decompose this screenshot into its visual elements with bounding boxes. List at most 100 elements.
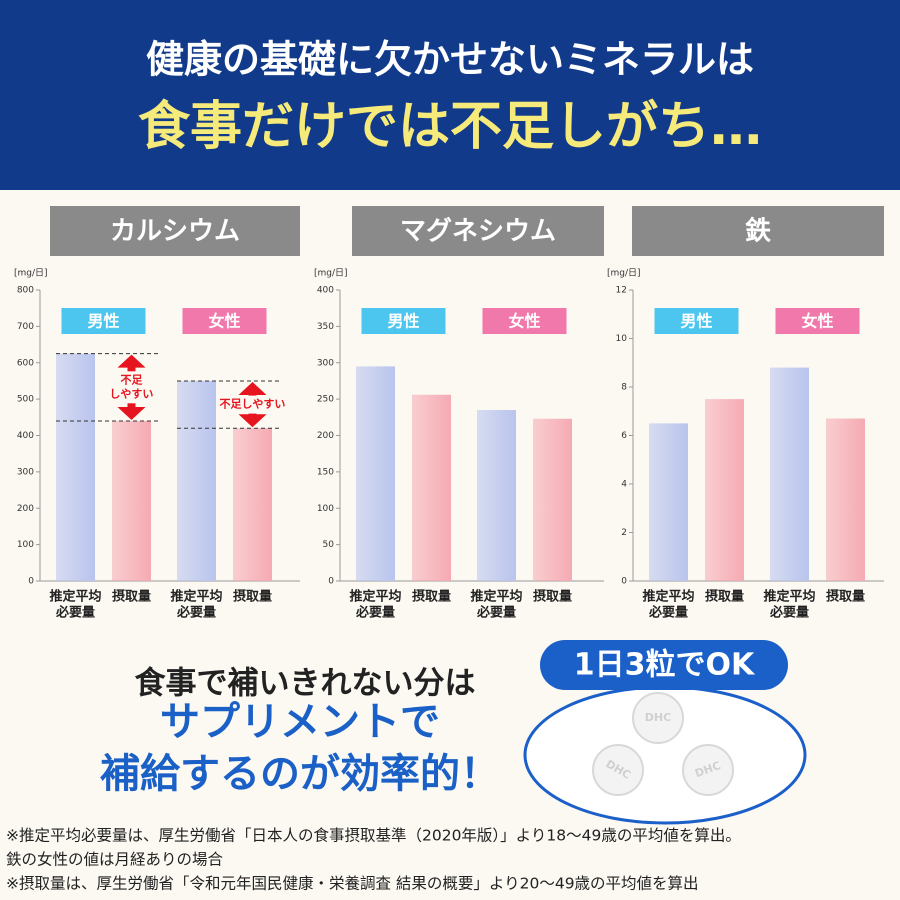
x-tick-label: 推定平均: [49, 589, 101, 605]
tablet: [632, 692, 684, 744]
annotation: しやすい: [110, 387, 154, 400]
panel-title: マグネシウム: [400, 217, 556, 247]
x-tick-label: 必要量: [648, 605, 688, 621]
annotation-bg: [109, 371, 154, 404]
group-label-bg: [482, 308, 567, 334]
y-tick-label: 150: [317, 467, 334, 477]
tablet: [592, 744, 644, 796]
y-unit: [mg/日]: [314, 268, 348, 279]
x-tick-label: 必要量: [355, 605, 395, 621]
annotation-bg: [216, 395, 289, 414]
y-unit: [mg/日]: [14, 268, 48, 279]
y-tick-label: 700: [17, 322, 34, 332]
badge: 1日3粒でOK: [574, 648, 756, 683]
y-tick-label: 400: [317, 286, 334, 296]
y-tick-label: 350: [317, 322, 334, 332]
y-tick-label: 6: [621, 431, 627, 441]
panel-title: カルシウム: [110, 217, 240, 247]
arrow-head: [117, 406, 146, 420]
bar: [770, 367, 809, 581]
x-tick-label: 推定平均: [642, 589, 694, 605]
group-label: 男性: [680, 312, 712, 331]
panel-title: 鉄: [745, 216, 771, 247]
y-tick-label: 200: [17, 504, 34, 514]
header-band: [0, 0, 900, 190]
bar: [412, 394, 451, 581]
x-tick-label: 摂取量: [412, 589, 451, 605]
tablet: [682, 744, 734, 796]
y-tick-label: 4: [621, 480, 627, 490]
y-tick-label: 12: [616, 286, 627, 296]
group-label: 女性: [801, 312, 833, 331]
promo-line2: サプリメントで: [160, 699, 440, 745]
group-label: 男性: [87, 312, 119, 331]
x-tick-label: 摂取量: [826, 589, 865, 605]
y-tick-label: 0: [28, 577, 34, 587]
promo-line1: 食事で補いきれない分は: [135, 666, 476, 702]
promo-line3: 補給するのが効率的！: [100, 751, 500, 797]
group-label: 男性: [387, 312, 419, 331]
x-tick-label: 推定平均: [763, 589, 815, 605]
group-label-bg: [61, 308, 146, 334]
y-tick-label: 200: [317, 431, 334, 441]
y-tick-label: 500: [17, 395, 34, 405]
group-label: 女性: [208, 312, 240, 331]
y-tick-label: 100: [317, 504, 334, 514]
group-label: 女性: [508, 312, 540, 331]
badge-bg: [540, 640, 788, 690]
x-tick-label: 推定平均: [470, 589, 522, 605]
y-tick-label: 400: [17, 431, 34, 441]
arrow-head: [117, 354, 146, 368]
y-tick-label: 2: [621, 528, 627, 538]
panel-header: [632, 206, 884, 256]
annotation: 不足: [121, 373, 144, 386]
y-tick-label: 300: [317, 358, 334, 368]
bar: [233, 428, 272, 581]
bar: [826, 418, 865, 581]
y-tick-label: 800: [17, 286, 34, 296]
y-tick-label: 300: [17, 467, 34, 477]
panel-header: [352, 206, 604, 256]
x-tick-label: 摂取量: [233, 589, 272, 605]
x-tick-label: 必要量: [476, 605, 516, 621]
arrow-head: [238, 381, 267, 395]
group-label-bg: [775, 308, 860, 334]
header-line2: 食事だけでは不足しがち…: [138, 97, 762, 157]
x-tick-label: 摂取量: [112, 589, 151, 605]
bar: [533, 418, 572, 581]
group-label-bg: [654, 308, 739, 334]
footnote: ※摂取量は、厚生労働省「令和元年国民健康・栄養調査 結果の概要」より20～49歳…: [6, 874, 699, 893]
x-tick-label: 推定平均: [170, 589, 222, 605]
bar: [112, 420, 151, 581]
y-tick-label: 100: [17, 540, 34, 550]
y-tick-label: 600: [17, 358, 34, 368]
bar: [177, 380, 216, 581]
tablet-label: DHC: [645, 711, 671, 724]
arrow-head: [238, 414, 267, 428]
group-label-bg: [182, 308, 267, 334]
x-tick-label: 必要量: [55, 605, 95, 621]
footnote: ※推定平均必要量は、厚生労働省「日本人の食事摂取基準（2020年版）」より18～…: [6, 826, 741, 845]
x-tick-label: 必要量: [769, 605, 809, 621]
y-tick-label: 8: [621, 383, 627, 393]
y-tick-label: 250: [317, 395, 334, 405]
x-tick-label: 必要量: [176, 605, 216, 621]
panel-header: [50, 206, 300, 256]
y-tick-label: 0: [328, 577, 334, 587]
bar: [649, 423, 688, 581]
x-tick-label: 推定平均: [349, 589, 401, 605]
y-tick-label: 0: [621, 577, 627, 587]
x-tick-label: 摂取量: [533, 589, 572, 605]
bar: [56, 353, 95, 581]
y-unit: [mg/日]: [607, 268, 641, 279]
y-tick-label: 50: [323, 540, 335, 550]
group-label-bg: [361, 308, 446, 334]
bar: [477, 410, 516, 581]
header-line1: 健康の基礎に欠かせないミネラルは: [146, 38, 754, 82]
bar: [705, 399, 744, 581]
footnote: 鉄の女性の値は月経ありの場合: [6, 850, 224, 869]
bar: [356, 366, 395, 581]
y-tick-label: 10: [616, 334, 628, 344]
